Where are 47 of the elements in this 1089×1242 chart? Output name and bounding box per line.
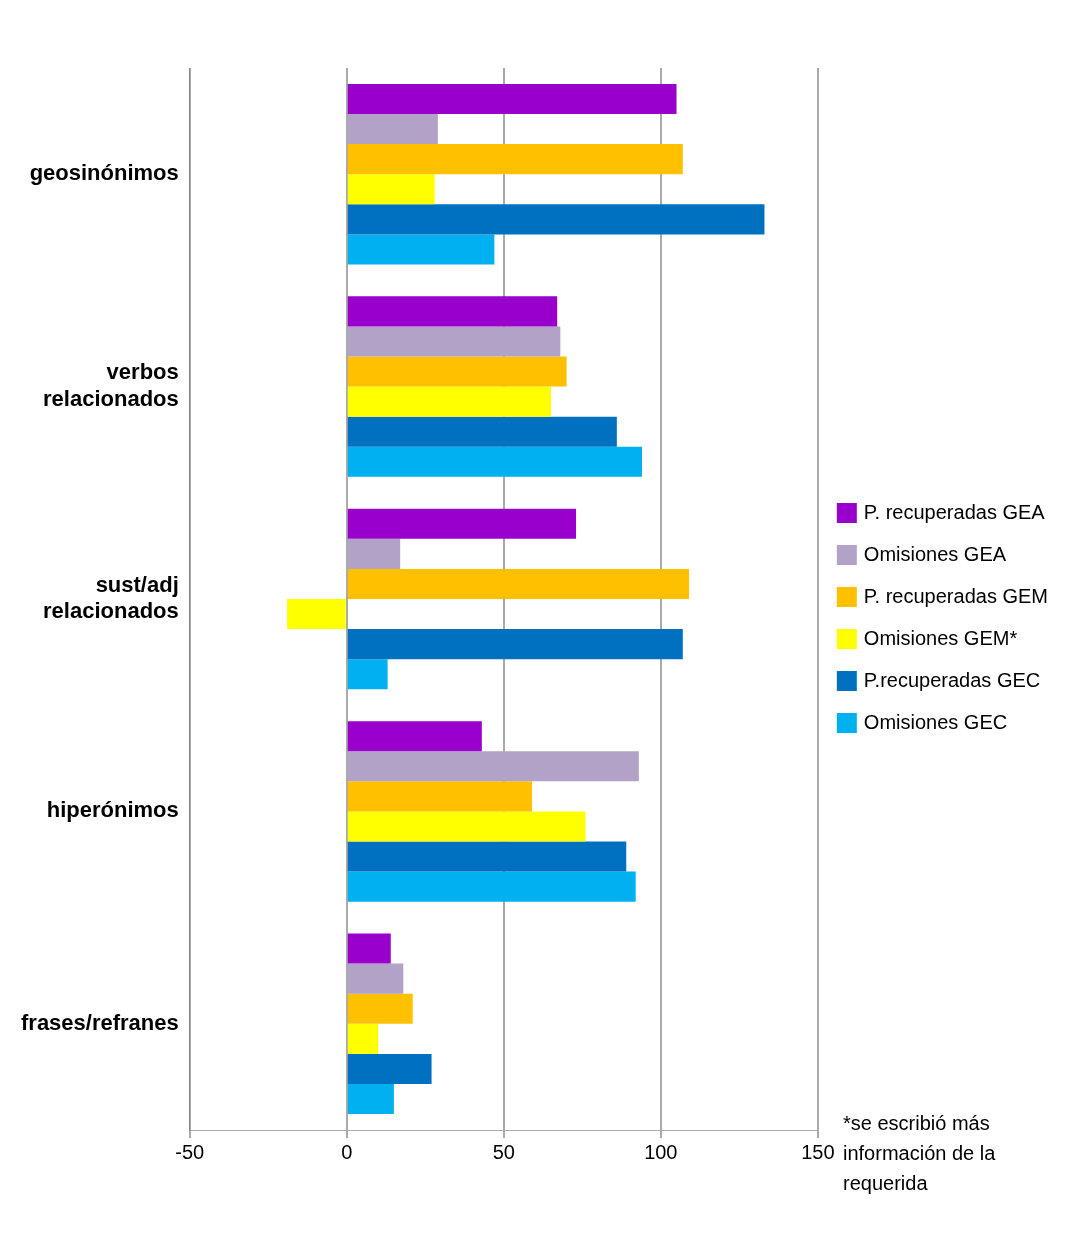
bar	[347, 174, 435, 205]
y-tick-label: frases/refranes	[20, 1009, 179, 1035]
bar	[347, 144, 683, 175]
legend-label: P. recuperadas GEA	[863, 500, 1046, 523]
x-tick-label: 150	[801, 1140, 835, 1163]
bar	[347, 356, 567, 387]
bar	[347, 811, 586, 842]
bar	[347, 386, 551, 417]
x-tick-label: 0	[341, 1140, 353, 1163]
bar	[347, 933, 391, 964]
x-tick-label: -50	[175, 1140, 205, 1163]
bar	[347, 296, 558, 327]
bar	[347, 1083, 394, 1115]
bar	[347, 963, 404, 994]
legend-label: Omisiones GEM*	[863, 626, 1018, 649]
bar	[347, 751, 639, 782]
legend-label: Omisiones GEC	[863, 710, 1008, 733]
bar	[347, 326, 561, 357]
bar	[347, 234, 495, 265]
y-tick-label: geosinónimos	[29, 160, 179, 186]
y-tick-label: hiperónimos	[46, 797, 179, 823]
bar	[287, 599, 346, 630]
legend-label: P. recuperadas GEM	[863, 584, 1048, 607]
bar	[347, 446, 642, 477]
bar	[347, 1053, 432, 1084]
bar	[347, 416, 617, 447]
bar	[347, 114, 438, 145]
bar	[347, 508, 577, 539]
text: *se escribió más información de la requerida	[843, 1111, 997, 1196]
bar	[347, 568, 690, 599]
bar	[347, 841, 627, 872]
bar	[347, 871, 636, 902]
x-tick-label: 50	[492, 1140, 515, 1163]
bar	[347, 993, 413, 1024]
bar	[347, 781, 533, 812]
y-tick-label: verbos relacionados	[43, 359, 179, 411]
legend-label: P.recuperadas GEC	[863, 668, 1041, 691]
legend-label: Omisiones GEA	[863, 542, 1007, 565]
y-tick-label: sust/adj relacionados	[43, 571, 179, 624]
bar	[347, 1023, 379, 1054]
x-tick-label: 100	[644, 1140, 678, 1163]
bar	[347, 538, 401, 569]
bar	[347, 629, 683, 660]
bar	[347, 204, 765, 235]
bar	[347, 721, 482, 752]
bar	[347, 659, 388, 690]
bar	[347, 83, 677, 115]
